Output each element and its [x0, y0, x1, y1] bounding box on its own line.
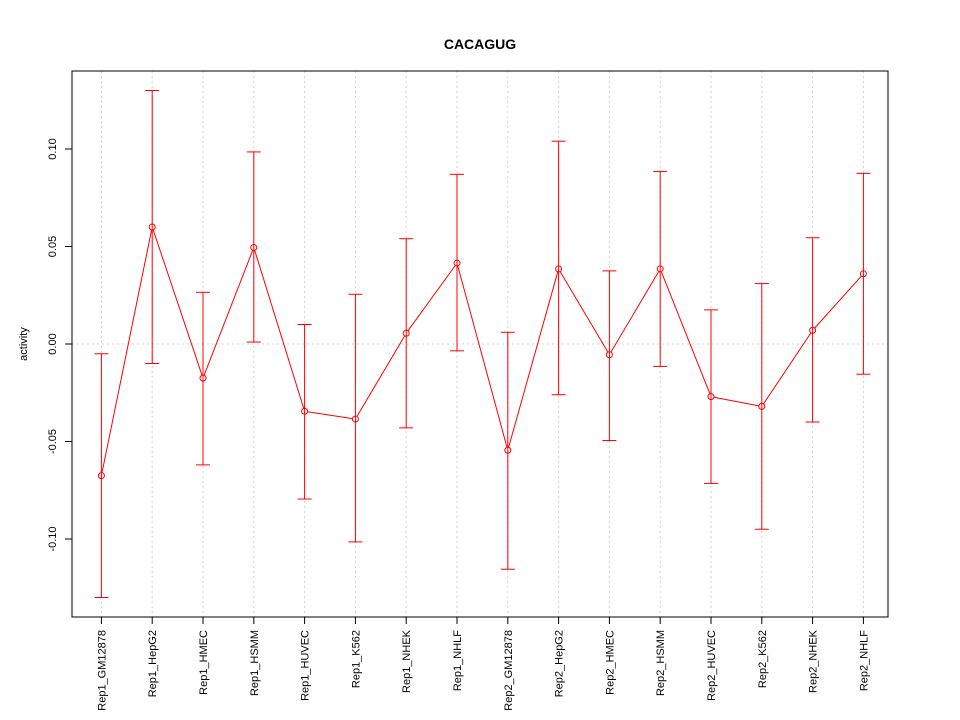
x-tick-label: Rep2_NHLF [858, 630, 870, 691]
series-line-segment [508, 271, 559, 448]
y-tick-label: -0.10 [47, 526, 59, 551]
series-line-segment [660, 271, 711, 395]
series-line-segment [407, 265, 456, 332]
data-point [453, 259, 461, 267]
series-line-segment [814, 275, 862, 329]
x-tick-label: Rep1_HMEC [198, 630, 210, 695]
x-tick-label: Rep1_K562 [350, 630, 362, 688]
x-tick-label: Rep1_HUVEC [300, 630, 312, 701]
gridlines [72, 71, 888, 617]
x-tick-label: Rep1_GM12878 [96, 630, 108, 711]
x-tick-label: Rep1_HepG2 [147, 630, 159, 697]
x-tick-label: Rep2_HSMM [655, 630, 667, 696]
data-point [656, 265, 664, 273]
data-point [148, 223, 156, 231]
data-point [504, 446, 512, 454]
data-point [199, 374, 207, 382]
y-tick-label: 0.05 [47, 236, 59, 257]
series-line-segment [356, 335, 406, 417]
series-line-segment [152, 229, 203, 376]
data-point [859, 270, 867, 278]
series-line-segment [763, 332, 812, 405]
x-tick-label: Rep2_HUVEC [706, 630, 718, 701]
y-axis-label: activity [18, 327, 30, 361]
x-tick-label: Rep1_NHLF [452, 630, 464, 691]
data-point [809, 326, 817, 334]
series-line-segment [610, 271, 660, 353]
error-bars [94, 90, 871, 598]
y-axis: -0.10 -0.05 0.00 0.05 0.10 [47, 138, 72, 552]
data-point [97, 472, 105, 480]
data-point [605, 351, 613, 359]
x-tick-label: Rep2_K562 [757, 630, 769, 688]
x-tick-label: Rep2_GM12878 [503, 630, 515, 711]
x-axis: Rep1_GM12878 Rep1_HepG2 Rep1_HMEC Rep1_HSMM… [96, 617, 870, 711]
data-point [758, 402, 766, 410]
data-point [402, 329, 410, 337]
data-point [555, 265, 563, 273]
plot-frame [71, 70, 889, 618]
chart-title: CACAGUG [444, 36, 516, 52]
series-line [101, 229, 862, 473]
data-points [97, 223, 867, 480]
series-line-segment [559, 271, 609, 353]
series-line-segment [457, 265, 508, 448]
data-point [351, 415, 359, 423]
x-tick-label: Rep1_HSMM [249, 630, 261, 696]
data-point [250, 243, 258, 251]
y-tick-label: -0.05 [47, 429, 59, 454]
series-line-segment [101, 229, 153, 473]
x-tick-label: Rep1_NHEK [401, 629, 413, 693]
y-tick-label: 0.10 [47, 138, 59, 159]
data-point [707, 393, 715, 401]
data-point [301, 407, 309, 415]
series-line-segment [203, 250, 254, 376]
x-tick-label: Rep2_NHEK [808, 629, 820, 693]
x-tick-label: Rep2_HepG2 [554, 630, 566, 697]
series-line-segment [307, 411, 353, 420]
x-tick-label: Rep2_HMEC [604, 630, 616, 695]
y-tick-label: 0.00 [47, 333, 59, 354]
series-line-segment [713, 396, 759, 407]
series-line-segment [254, 250, 305, 409]
